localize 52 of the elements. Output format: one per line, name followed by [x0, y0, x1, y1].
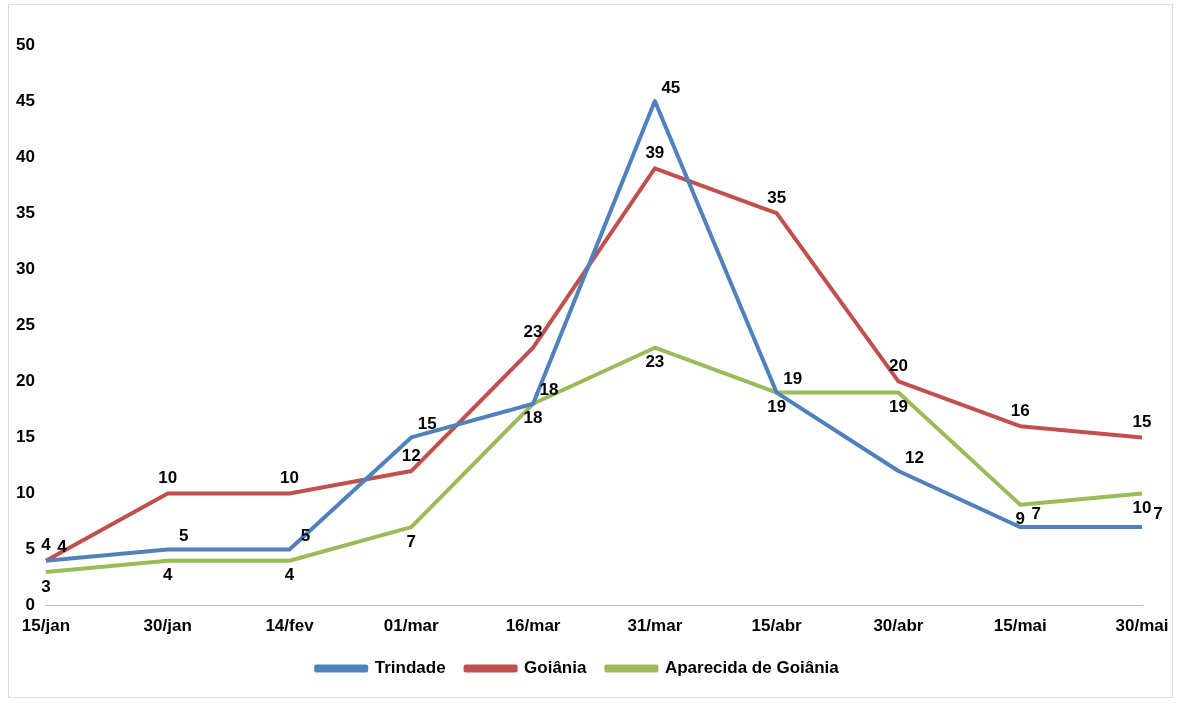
y-tick-label: 30 [15, 258, 35, 278]
legend-label: Goiânia [524, 658, 587, 678]
data-label: 7 [406, 531, 417, 551]
x-tick-label: 01/mar [383, 616, 440, 636]
data-label: 15 [417, 414, 437, 434]
data-label: 23 [645, 352, 665, 372]
data-label: 4 [162, 565, 173, 585]
x-tick-label: 30/jan [143, 616, 192, 636]
x-tick-label: 30/mai [1115, 616, 1169, 636]
data-label: 7 [1031, 503, 1041, 523]
x-tick-label: 15/mai [993, 616, 1047, 636]
data-label: 12 [904, 447, 924, 467]
y-tick-label: 35 [15, 202, 35, 222]
data-label: 10 [158, 468, 178, 488]
data-label: 12 [401, 445, 421, 465]
data-label: 23 [523, 322, 543, 342]
data-label: 19 [783, 369, 803, 389]
x-tick-label: 14/fev [265, 616, 315, 636]
data-label: 19 [888, 397, 908, 417]
data-label: 20 [888, 356, 908, 376]
data-label: 10 [280, 468, 299, 488]
y-tick-label: 5 [25, 539, 35, 559]
data-label: 16 [1010, 400, 1030, 420]
y-tick-label: 50 [15, 34, 35, 54]
data-label: 4 [284, 565, 295, 585]
y-tick-label: 20 [15, 371, 35, 391]
y-tick-label: 40 [15, 146, 35, 166]
y-tick-label: 15 [15, 427, 35, 447]
data-label: 9 [1015, 509, 1025, 529]
x-tick-label: 31/mar [627, 616, 683, 636]
data-label: 7 [1153, 503, 1163, 523]
legend-label: Aparecida de Goiânia [664, 658, 840, 678]
data-label: 4 [41, 535, 52, 555]
legend-label: Trindade [374, 658, 446, 678]
x-tick-label: 15/jan [21, 616, 71, 636]
data-label: 10 [1132, 498, 1152, 518]
x-tick-label: 16/mar [505, 616, 561, 636]
data-label: 5 [178, 526, 189, 546]
data-label: 18 [523, 408, 543, 428]
data-label: 39 [645, 143, 665, 163]
y-tick-label: 10 [15, 483, 35, 503]
y-tick-label: 45 [15, 90, 35, 110]
data-label: 5 [300, 526, 311, 546]
data-label: 19 [767, 397, 787, 417]
x-tick-label: 30/abr [873, 616, 924, 636]
y-tick-label: 25 [15, 314, 35, 334]
y-tick-label: 0 [25, 595, 35, 615]
data-label: 35 [767, 187, 787, 207]
data-label: 3 [41, 576, 51, 596]
x-tick-label: 15/abr [751, 616, 803, 636]
data-label: 45 [661, 77, 681, 97]
data-label: 15 [1132, 412, 1152, 432]
